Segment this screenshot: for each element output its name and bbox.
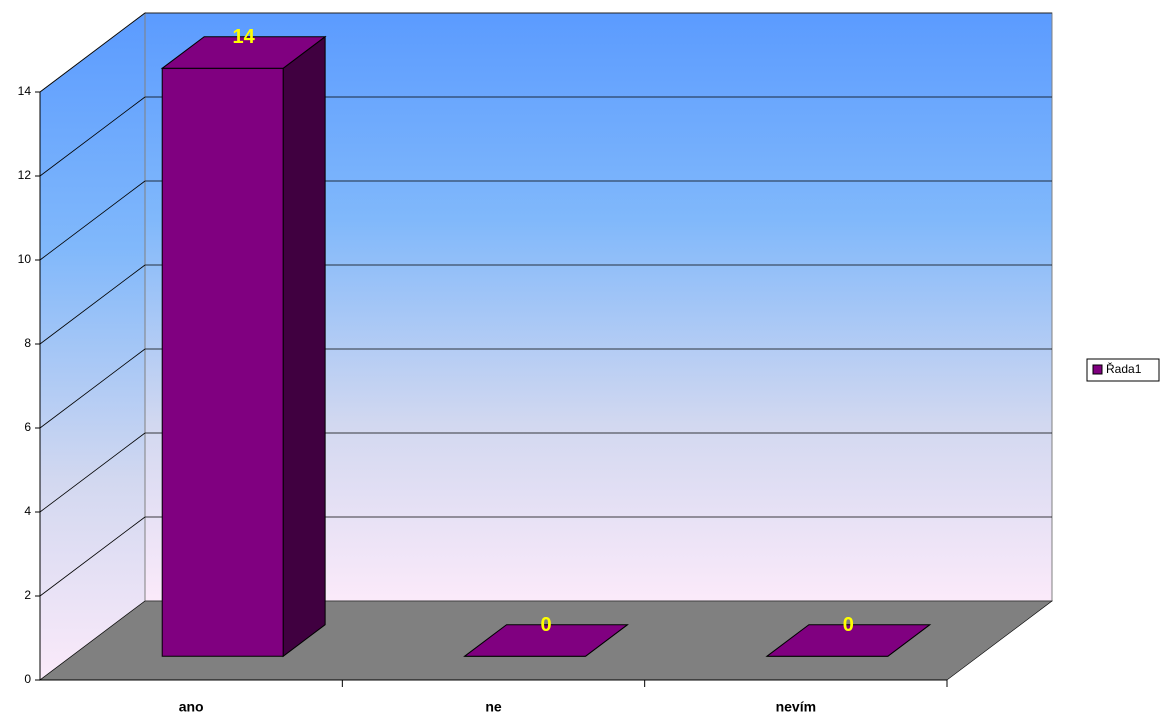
grid-line <box>39 96 146 177</box>
value-label: 14 <box>233 26 256 48</box>
x-tick-label: ne <box>485 699 502 715</box>
y-tick-label: 8 <box>24 336 31 350</box>
y-tick-label: 0 <box>24 672 31 686</box>
grid-line <box>39 12 146 93</box>
y-tick-label: 12 <box>18 168 32 182</box>
y-tick-label: 10 <box>18 252 32 266</box>
x-tick-label: nevím <box>776 699 816 715</box>
grid-line <box>39 348 146 429</box>
grid-line <box>39 432 146 513</box>
grid-line <box>39 516 146 597</box>
value-label: 0 <box>540 614 551 636</box>
legend-box <box>1086 358 1160 382</box>
y-tick-label: 2 <box>24 588 31 602</box>
legend-swatch <box>1092 364 1103 375</box>
grid-line <box>39 180 146 261</box>
bar-top <box>765 624 932 657</box>
y-tick-label: 6 <box>24 420 31 434</box>
y-tick-label: 4 <box>24 504 31 518</box>
bar-top <box>160 36 327 69</box>
bar-side <box>282 35 326 658</box>
x-tick-label: ano <box>179 699 204 715</box>
bar <box>161 67 284 657</box>
bar-top <box>463 624 629 657</box>
y-tick-label: 14 <box>18 84 32 98</box>
side-wall <box>39 11 146 682</box>
legend-label: Řada1 <box>1106 361 1142 376</box>
grid-line <box>39 264 146 345</box>
value-label: 0 <box>843 614 854 636</box>
